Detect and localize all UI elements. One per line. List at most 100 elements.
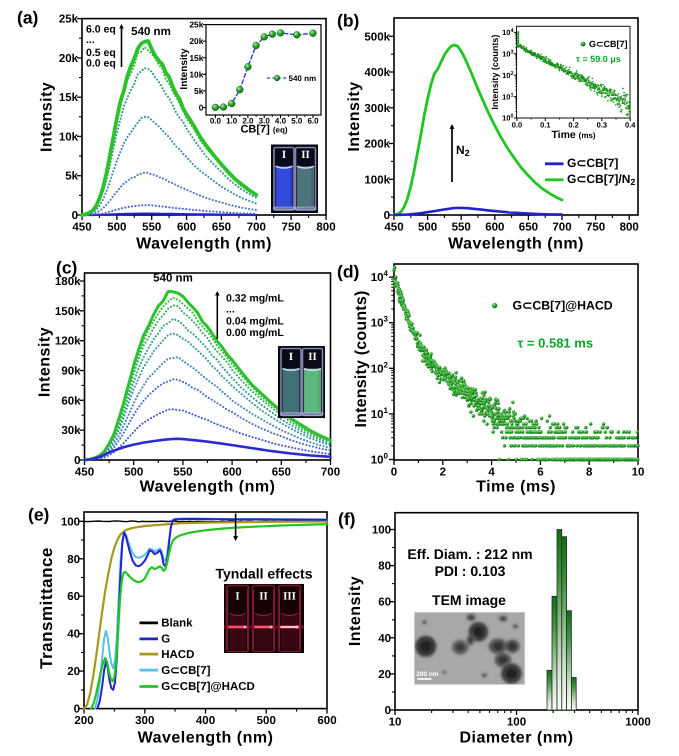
svg-text:0.0 eq: 0.0 eq: [86, 58, 116, 70]
svg-text:20: 20: [67, 666, 80, 678]
svg-text:700: 700: [247, 222, 266, 234]
svg-text:(d): (d): [337, 262, 359, 282]
svg-text:100: 100: [61, 516, 80, 528]
svg-text:Wavelength (nm): Wavelength (nm): [448, 235, 584, 252]
svg-text:0: 0: [385, 705, 391, 717]
svg-text:Time (ms): Time (ms): [551, 129, 595, 141]
svg-text:Intensity: Intensity: [179, 48, 190, 90]
svg-text:Wavelength (nm): Wavelength (nm): [138, 730, 274, 747]
svg-text:3.0: 3.0: [259, 117, 271, 126]
svg-text:5k: 5k: [65, 171, 78, 183]
svg-text:0: 0: [72, 210, 78, 222]
svg-text:500: 500: [418, 222, 437, 234]
svg-text:750: 750: [586, 222, 605, 234]
svg-text:Diameter (nm): Diameter (nm): [459, 730, 573, 747]
svg-text:10: 10: [389, 717, 402, 729]
svg-text:550: 550: [173, 467, 192, 479]
svg-text:60: 60: [67, 591, 80, 603]
svg-text:4.0: 4.0: [275, 117, 287, 126]
svg-text:60: 60: [378, 597, 391, 609]
svg-text:700: 700: [321, 467, 340, 479]
svg-text:120k: 120k: [55, 336, 81, 348]
svg-text:101: 101: [502, 92, 513, 101]
svg-text:Intensity (counts): Intensity (counts): [490, 35, 500, 110]
svg-text:450: 450: [384, 222, 403, 234]
svg-text:80: 80: [378, 561, 391, 573]
svg-text:300k: 300k: [364, 103, 390, 115]
svg-text:10: 10: [632, 467, 645, 479]
svg-text:II: II: [259, 591, 268, 603]
svg-text:III: III: [283, 591, 296, 603]
svg-text:600: 600: [223, 467, 242, 479]
svg-text:G⊂CB[7]@HACD: G⊂CB[7]@HACD: [161, 681, 255, 693]
svg-text:PDI : 0.103: PDI : 0.103: [435, 563, 506, 579]
svg-text:τ = 0.581 ms: τ = 0.581 ms: [518, 336, 594, 351]
svg-text:I: I: [235, 591, 239, 603]
svg-text:30k: 30k: [61, 425, 81, 437]
svg-text:6: 6: [537, 467, 543, 479]
svg-text:20k: 20k: [189, 36, 203, 46]
svg-text:400: 400: [196, 715, 215, 727]
svg-text:...: ...: [86, 34, 95, 46]
svg-text:104: 104: [502, 28, 514, 37]
svg-text:Time (ms): Time (ms): [476, 478, 556, 495]
svg-text:G: G: [161, 634, 170, 646]
svg-text:5k: 5k: [194, 86, 204, 96]
svg-text:0.5 eq: 0.5 eq: [86, 47, 116, 59]
svg-text:G⊂CB[7]@HACD: G⊂CB[7]@HACD: [513, 298, 613, 312]
svg-text:I: I: [289, 351, 293, 363]
svg-text:90k: 90k: [61, 366, 81, 378]
svg-text:0.32 mg/mL: 0.32 mg/mL: [226, 293, 284, 305]
svg-text:100: 100: [507, 717, 526, 729]
svg-text:200: 200: [74, 715, 93, 727]
svg-text:0: 0: [74, 704, 80, 716]
svg-text:200 nm: 200 nm: [416, 671, 439, 678]
svg-text:540 nm: 540 nm: [131, 26, 171, 38]
svg-text:τ = 59.0 μs: τ = 59.0 μs: [576, 54, 621, 64]
svg-text:180k: 180k: [55, 276, 81, 288]
svg-text:TEM image: TEM image: [432, 592, 506, 608]
svg-text:5.0: 5.0: [291, 117, 303, 126]
svg-text:800: 800: [316, 222, 335, 234]
svg-text:Transmittance: Transmittance: [37, 547, 56, 669]
svg-text:0.00 mg/mL: 0.00 mg/mL: [226, 327, 284, 339]
svg-text:Intensity: Intensity: [346, 81, 363, 151]
svg-text:60k: 60k: [61, 395, 81, 407]
svg-text:I: I: [282, 149, 286, 161]
svg-text:15k: 15k: [189, 53, 203, 63]
svg-text:540 nm: 540 nm: [153, 273, 193, 285]
svg-text:2: 2: [440, 467, 446, 479]
svg-text:(b): (b): [337, 11, 359, 31]
svg-text:Eff. Diam. : 212 nm: Eff. Diam. : 212 nm: [407, 546, 532, 562]
svg-text:0: 0: [74, 455, 80, 467]
svg-text:G⊂CB[7]/N2: G⊂CB[7]/N2: [567, 172, 635, 187]
svg-text:25k: 25k: [59, 14, 79, 26]
svg-text:20k: 20k: [59, 53, 79, 65]
svg-text:300: 300: [135, 715, 154, 727]
svg-text:6.0 eq: 6.0 eq: [86, 24, 116, 36]
svg-text:G⊂CB[7]: G⊂CB[7]: [567, 156, 618, 170]
svg-text:0.4: 0.4: [625, 121, 636, 130]
svg-text:0: 0: [199, 103, 204, 113]
svg-text:0.2: 0.2: [568, 121, 578, 130]
svg-text:0: 0: [384, 210, 390, 222]
svg-text:0.3: 0.3: [597, 121, 607, 130]
svg-text:10k: 10k: [189, 69, 203, 79]
svg-text:600: 600: [177, 222, 196, 234]
svg-text:Intensity: Intensity: [347, 576, 364, 646]
svg-text:540 nm: 540 nm: [289, 74, 317, 83]
svg-text:700: 700: [552, 222, 571, 234]
svg-text:0: 0: [391, 467, 397, 479]
svg-text:...: ...: [226, 304, 235, 316]
svg-text:II: II: [301, 149, 310, 161]
svg-text:550: 550: [452, 222, 471, 234]
svg-text:0.0: 0.0: [512, 121, 522, 130]
svg-text:40: 40: [378, 633, 391, 645]
svg-text:500: 500: [124, 467, 143, 479]
svg-text:200k: 200k: [364, 139, 390, 151]
svg-text:0.0: 0.0: [210, 117, 222, 126]
svg-text:1000: 1000: [625, 717, 651, 729]
svg-text:Blank: Blank: [161, 618, 193, 630]
svg-text:100: 100: [372, 525, 391, 537]
svg-text:G⊂CB[7]: G⊂CB[7]: [161, 665, 210, 677]
